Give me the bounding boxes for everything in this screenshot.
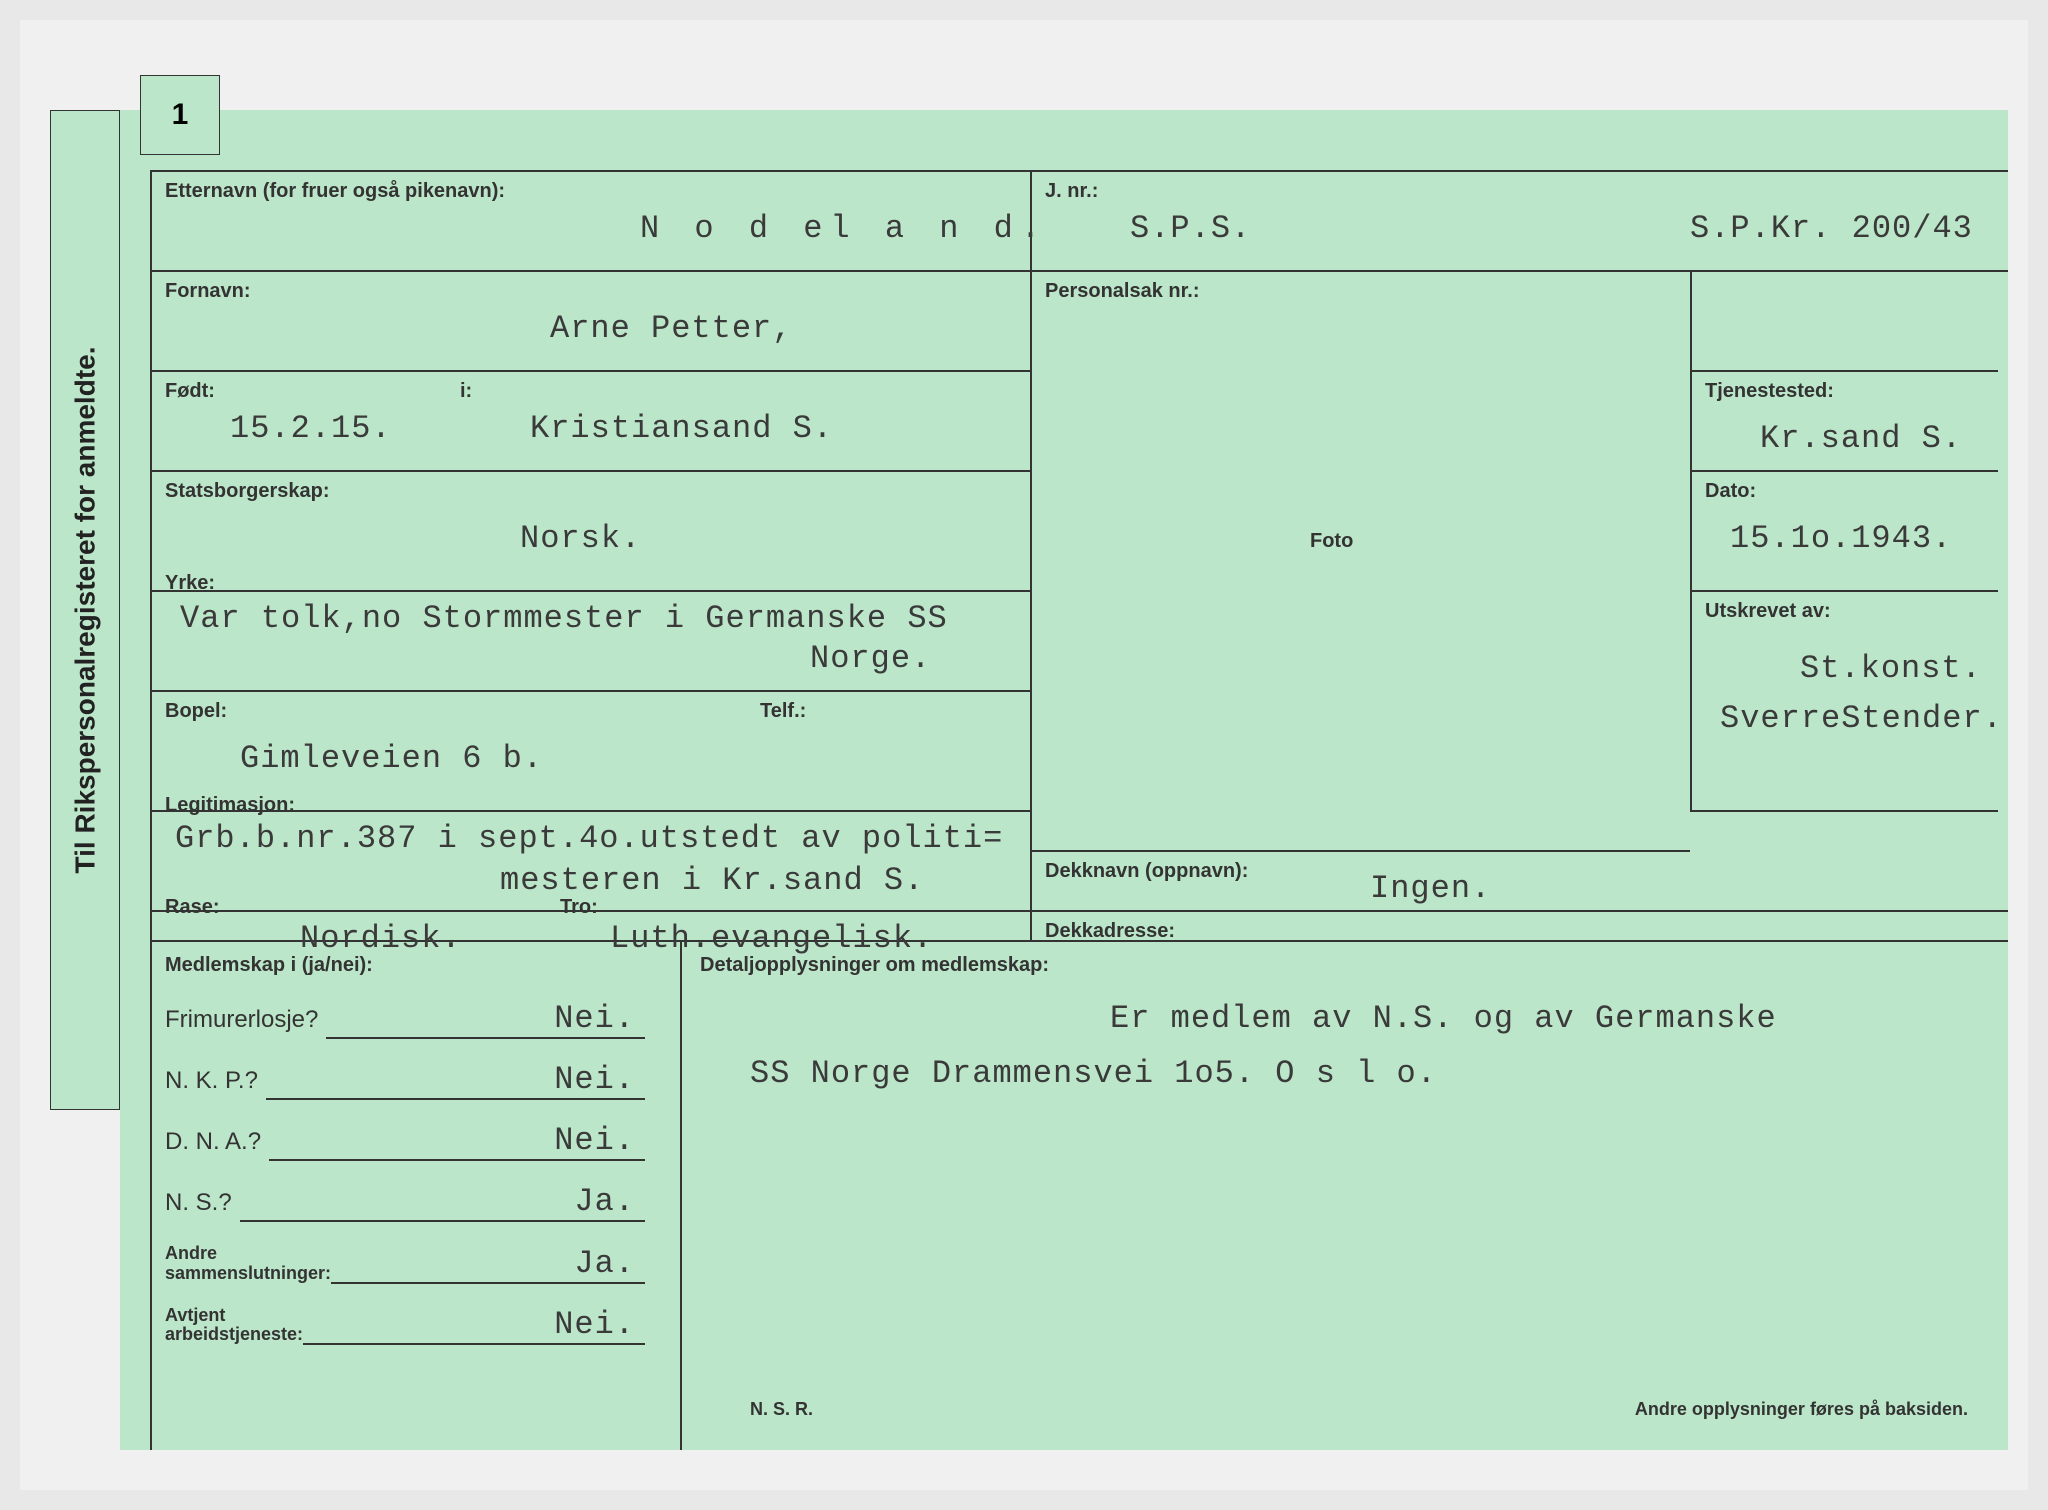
- registration-card: Etternavn (for fruer også pikenavn): N o…: [120, 110, 2008, 1450]
- memb-value-0: Nei.: [326, 1000, 645, 1039]
- label-tjenestested: Tjenestested:: [1705, 380, 1834, 402]
- top-tab: 1: [140, 75, 220, 155]
- memb-label-3: N. S.?: [165, 1189, 232, 1217]
- label-legitimasjon: Legitimasjon:: [165, 794, 295, 816]
- label-medlemskap: Medlemskap i (ja/nei):: [165, 954, 373, 976]
- memb-label-2: D. N. A.?: [165, 1128, 261, 1156]
- value-legitimasjon-l1: Grb.b.nr.387 i sept.4o.utstedt av politi…: [175, 820, 1003, 857]
- memb-label-avtjent: Avtjent arbeidstjeneste:: [165, 1306, 303, 1346]
- memb-label-andre: Andre sammenslutninger:: [165, 1244, 331, 1284]
- value-yrke-l1: Var tolk,no Stormmester i Germanske SS: [180, 600, 948, 637]
- value-yrke-l2: Norge.: [810, 640, 931, 677]
- value-tro: Luth.evangelisk.: [610, 920, 933, 957]
- label-dekknavn: Dekknavn (oppnavn):: [1045, 860, 1248, 882]
- label-fodt: Født:: [165, 380, 215, 402]
- value-fornavn: Arne Petter,: [550, 310, 792, 347]
- value-detalj-l1: Er medlem av N.S. og av Germanske: [1110, 1000, 1777, 1037]
- label-tro: Tro:: [560, 896, 598, 918]
- memb-value-1: Nei.: [266, 1061, 645, 1100]
- value-jnr2: S.P.Kr. 200/43: [1690, 210, 1973, 247]
- value-utskrevet-l1: St.konst.: [1800, 650, 1982, 687]
- label-rase: Rase:: [165, 896, 219, 918]
- label-personalsak: Personalsak nr.:: [1045, 280, 1200, 302]
- side-tab: Til Rikspersonalregisteret for anmeldte.: [50, 110, 120, 1110]
- memb-value-andre: Ja.: [331, 1245, 645, 1284]
- value-rase: Nordisk.: [300, 920, 462, 957]
- label-foto: Foto: [1310, 530, 1353, 552]
- label-fornavn: Fornavn:: [165, 280, 251, 302]
- value-dekknavn: Ingen.: [1370, 870, 1491, 907]
- label-jnr: J. nr.:: [1045, 180, 1098, 202]
- value-legitimasjon-l2: mesteren i Kr.sand S.: [500, 862, 924, 899]
- value-fodt: 15.2.15.: [230, 410, 392, 447]
- memb-label-0: Frimurerlosje?: [165, 1006, 318, 1034]
- memb-label-1: N. K. P.?: [165, 1067, 258, 1095]
- label-bopel: Bopel:: [165, 700, 227, 722]
- label-i: i:: [460, 380, 472, 402]
- label-dato: Dato:: [1705, 480, 1756, 502]
- value-statsborgerskap: Norsk.: [520, 520, 641, 557]
- label-nsr: N. S. R.: [750, 1399, 813, 1419]
- page: Etternavn (for fruer også pikenavn): N o…: [20, 20, 2028, 1490]
- value-detalj-l2: SS Norge Drammensvei 1o5. O s l o.: [750, 1055, 1437, 1092]
- memb-value-avtjent: Nei.: [303, 1306, 645, 1345]
- label-detaljopplysninger: Detaljopplysninger om medlemskap:: [700, 954, 1049, 976]
- label-andre-opplysninger: Andre opplysninger føres på baksiden.: [1635, 1399, 1968, 1419]
- label-utskrevet: Utskrevet av:: [1705, 600, 1831, 622]
- label-statsborgerskap: Statsborgerskap:: [165, 480, 330, 502]
- label-telf: Telf.:: [760, 700, 806, 722]
- memb-value-3: Ja.: [240, 1183, 645, 1222]
- label-yrke: Yrke:: [165, 572, 215, 594]
- top-tab-number: 1: [172, 98, 189, 132]
- value-i: Kristiansand S.: [530, 410, 833, 447]
- value-utskrevet-l2: SverreStender.: [1720, 700, 2003, 737]
- label-dekkadresse: Dekkadresse:: [1045, 920, 1175, 942]
- value-jnr1: S.P.S.: [1130, 210, 1251, 247]
- side-tab-text: Til Rikspersonalregisteret for anmeldte.: [69, 347, 101, 874]
- label-etternavn: Etternavn (for fruer også pikenavn):: [165, 180, 505, 202]
- value-etternavn: N o d el a n d.: [640, 210, 1048, 247]
- membership-list: Frimurerlosje? Nei. N. K. P.? Nei. D. N.…: [165, 1000, 645, 1367]
- value-bopel: Gimleveien 6 b.: [240, 740, 543, 777]
- value-tjenestested: Kr.sand S.: [1760, 420, 1962, 457]
- value-dato: 15.1o.1943.: [1730, 520, 1952, 557]
- memb-value-2: Nei.: [269, 1122, 645, 1161]
